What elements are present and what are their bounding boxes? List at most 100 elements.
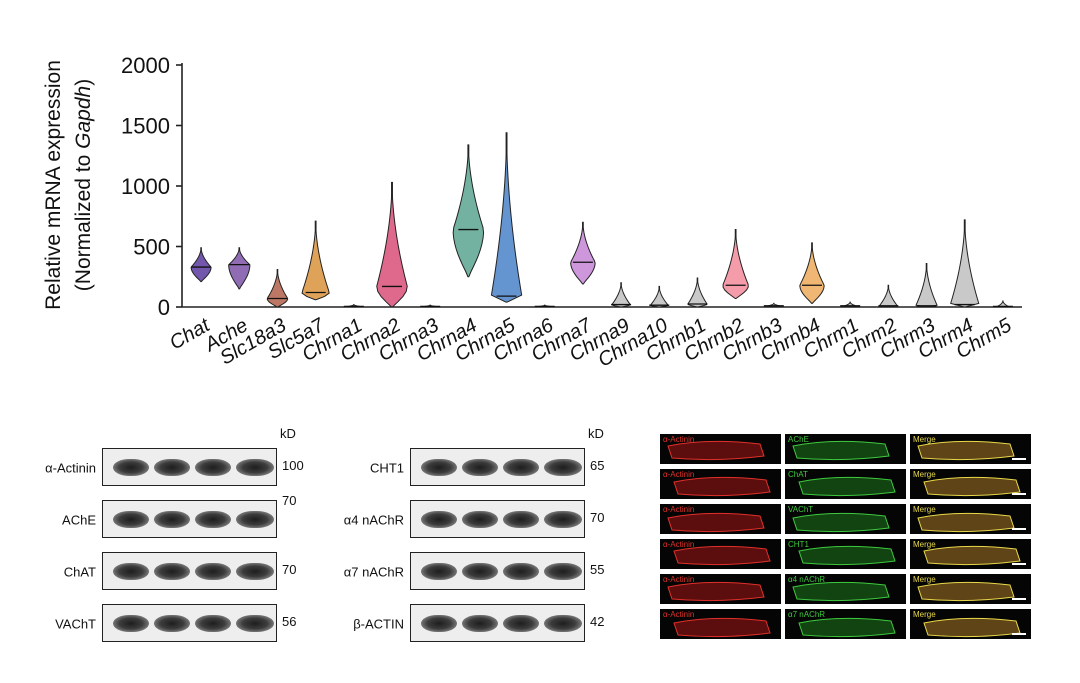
- blot-kd-value: 56: [282, 614, 297, 629]
- if-marker-panel: α4 nAChR: [785, 574, 906, 604]
- scale-bar: [1012, 493, 1026, 495]
- if-merge-panel: Merge: [910, 434, 1031, 464]
- blot-kd-value: 70: [282, 562, 297, 577]
- cell-shape: [923, 545, 1021, 566]
- blot-image: [410, 500, 585, 538]
- blot-kd-value: 65: [590, 458, 605, 473]
- violin-chrm4: [950, 219, 980, 308]
- cell-shape: [667, 512, 765, 533]
- if-channel-label: Merge: [913, 575, 936, 584]
- violin-slc5a7: [301, 220, 330, 301]
- blot-band: [503, 615, 539, 632]
- cell-shape: [798, 545, 896, 566]
- violin-chart: 0 500 1000 1500 2000 Relative mRNA expression…: [42, 53, 1022, 372]
- cell-shape: [792, 512, 890, 533]
- if-marker-panel: ChAT: [785, 469, 906, 499]
- blot-band: [544, 615, 582, 632]
- if-channel-label: Merge: [913, 505, 936, 514]
- cell-outline: [667, 581, 765, 602]
- blot-protein-label: α-Actinin: [45, 460, 96, 476]
- blot-band: [113, 459, 149, 476]
- if-channel-label: Merge: [913, 610, 936, 619]
- if-actinin-panel: α-Actinin: [660, 609, 781, 639]
- if-marker-panel: CHT1: [785, 539, 906, 569]
- violin-chrnb4: [799, 242, 825, 304]
- violin-chrm3: [915, 262, 938, 308]
- cell-outline: [667, 512, 765, 533]
- if-actinin-panel: α-Actinin: [660, 539, 781, 569]
- cell-shape: [792, 440, 890, 461]
- blot-kd-value: 70: [590, 510, 605, 525]
- cell-outline: [673, 545, 771, 566]
- if-channel-label: AChE: [788, 435, 809, 444]
- scale-bar: [1012, 598, 1026, 600]
- cell-outline: [798, 617, 896, 638]
- blot-band: [236, 459, 274, 476]
- blot-band: [113, 563, 149, 580]
- blot-band: [236, 615, 274, 632]
- if-channel-label: CHT1: [788, 540, 809, 549]
- blot-band: [195, 511, 231, 528]
- y-tick-label: 2000: [121, 53, 170, 78]
- blot-image: [410, 604, 585, 642]
- y-axis-label-normalized: (Normalized to Gapdh): [72, 79, 95, 291]
- cell-outline: [792, 440, 890, 461]
- cell-shape: [917, 581, 1015, 602]
- if-merge-panel: Merge: [910, 504, 1031, 534]
- y-tick-label: 500: [133, 235, 170, 260]
- blot-band: [462, 563, 498, 580]
- blot-image: [102, 448, 277, 486]
- blot-band: [154, 459, 190, 476]
- blot-band: [462, 459, 498, 476]
- blot-band: [236, 511, 274, 528]
- blot-band: [462, 511, 498, 528]
- violin-slc18a3: [266, 268, 289, 308]
- blot-band: [421, 615, 457, 632]
- if-actinin-panel: α-Actinin: [660, 434, 781, 464]
- cell-outline: [792, 581, 890, 602]
- violin-chrna5: [490, 132, 523, 303]
- blot-band: [544, 563, 582, 580]
- if-channel-label: Merge: [913, 470, 936, 479]
- if-merge-panel: Merge: [910, 609, 1031, 639]
- violin-chrna7: [570, 221, 596, 285]
- blot-image: [102, 604, 277, 642]
- violin-chat: [190, 247, 212, 283]
- cell-shape: [798, 476, 896, 497]
- cell-outline: [798, 476, 896, 497]
- if-actinin-panel: α-Actinin: [660, 574, 781, 604]
- cell-outline: [792, 512, 890, 533]
- kd-header-left: kD: [280, 426, 296, 441]
- scale-bar: [1012, 633, 1026, 635]
- if-marker-panel: α7 nAChR: [785, 609, 906, 639]
- blot-band: [195, 615, 231, 632]
- blot-band: [462, 615, 498, 632]
- y-axis-label: Relative mRNA expression: [42, 60, 65, 310]
- violin-chrna4: [452, 144, 485, 278]
- blot-protein-label: CHT1: [370, 460, 404, 476]
- cell-shape: [667, 440, 765, 461]
- if-actinin-panel: α-Actinin: [660, 469, 781, 499]
- y-tick-label: 1000: [121, 174, 170, 199]
- violin-chrna10: [649, 285, 669, 308]
- blot-band: [421, 563, 457, 580]
- blot-band: [154, 511, 190, 528]
- immunofluorescence-figure: α-Actinin AChE Merge α-Actinin ChAT Merge α-Ac…: [658, 432, 1038, 644]
- blot-band: [421, 459, 457, 476]
- blot-band: [195, 563, 231, 580]
- if-channel-label: VAChT: [788, 505, 814, 514]
- if-marker-panel: AChE: [785, 434, 906, 464]
- if-actinin-panel: α-Actinin: [660, 504, 781, 534]
- blot-protein-label: α7 nAChR: [343, 564, 404, 580]
- cell-shape: [673, 545, 771, 566]
- if-channel-label: α4 nAChR: [788, 575, 826, 584]
- blot-kd-value: 55: [590, 562, 605, 577]
- if-channel-label: α-Actinin: [663, 505, 695, 514]
- cell-outline: [917, 440, 1015, 461]
- y-tick-label: 0: [158, 295, 170, 320]
- blot-band: [503, 459, 539, 476]
- y-tick-label: 1500: [121, 114, 170, 139]
- violin-ache: [228, 247, 251, 290]
- blot-band: [503, 563, 539, 580]
- if-channel-label: α-Actinin: [663, 470, 695, 479]
